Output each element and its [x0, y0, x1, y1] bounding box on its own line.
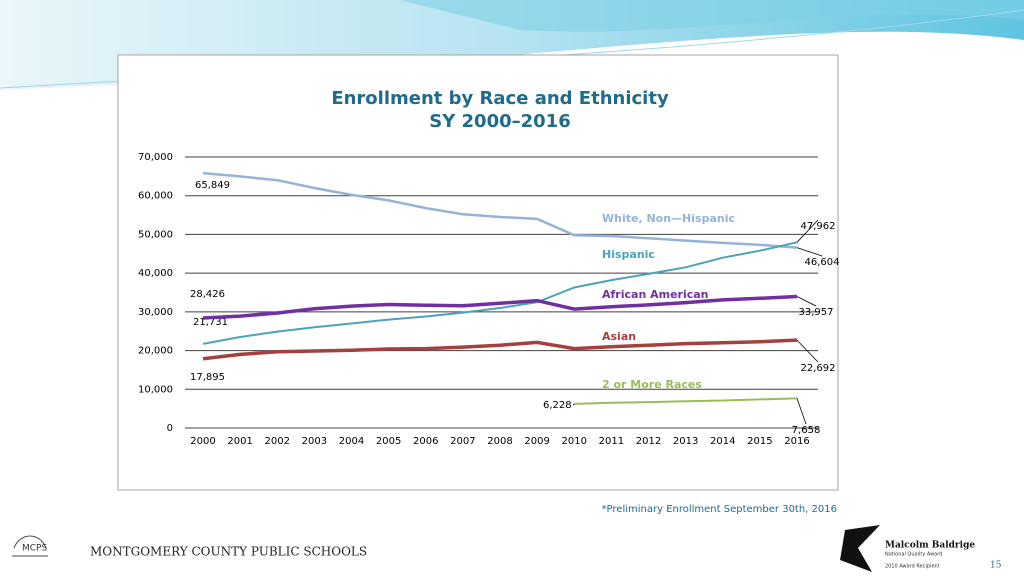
- y-tick-label: 20,000: [138, 346, 173, 357]
- y-tick-label: 60,000: [138, 191, 173, 202]
- series-label: White, Non—Hispanic: [602, 212, 735, 225]
- y-tick-label: 50,000: [138, 229, 173, 240]
- x-tick-label: 2002: [265, 436, 290, 447]
- leader-line: [796, 339, 819, 363]
- award-mark: [840, 525, 880, 572]
- x-tick-label: 2005: [376, 436, 401, 447]
- series-label: Hispanic: [602, 248, 655, 261]
- x-tick-label: 2004: [339, 436, 364, 447]
- award-subtitle: National Quality Award: [885, 552, 942, 558]
- x-tick-label: 2012: [636, 436, 661, 447]
- data-label: 7,658: [792, 425, 821, 436]
- x-tick-label: 2015: [747, 436, 772, 447]
- y-tick-label: 40,000: [138, 268, 173, 279]
- series-line: [574, 397, 798, 405]
- x-tick-label: 2014: [710, 436, 735, 447]
- y-tick-label: 10,000: [138, 384, 173, 395]
- logo-mark: [12, 535, 48, 557]
- leader-line: [796, 219, 819, 243]
- data-label: 28,426: [190, 289, 225, 300]
- series-line: [202, 241, 798, 345]
- data-label: 21,731: [193, 317, 228, 328]
- y-tick-label: 0: [167, 423, 173, 434]
- data-label: 47,962: [801, 221, 836, 232]
- organization: MONTGOMERY COUNTY PUBLIC SCHOOLS: [90, 545, 367, 559]
- x-tick-label: 2013: [673, 436, 698, 447]
- chart-frame: [117, 54, 839, 491]
- leader-line: [572, 403, 575, 406]
- leader-line: [796, 296, 817, 307]
- data-label: 65,849: [195, 180, 230, 191]
- series-line: [202, 338, 798, 361]
- x-tick-label: 2016: [784, 436, 809, 447]
- leader-line: [796, 398, 807, 425]
- data-label: 6,228: [543, 400, 572, 411]
- chart-title: Enrollment by Race and Ethnicity: [331, 88, 669, 109]
- x-tick-label: 2003: [302, 436, 327, 447]
- footnote: *Preliminary Enrollment September 30th, …: [602, 504, 837, 515]
- award-name: Malcolm Baldrige: [885, 541, 975, 551]
- data-label: 22,692: [801, 363, 836, 374]
- x-tick-label: 2011: [599, 436, 624, 447]
- data-label: 46,604: [805, 257, 840, 268]
- x-tick-label: 2006: [413, 436, 438, 447]
- chart-subtitle: SY 2000–2016: [429, 111, 570, 132]
- logo: MCPS: [22, 544, 47, 554]
- x-tick-label: 2000: [190, 436, 215, 447]
- y-tick-label: 30,000: [138, 307, 173, 318]
- header-wave: [400, 0, 1024, 32]
- series-line: [202, 294, 798, 320]
- y-tick-label: 70,000: [138, 152, 173, 163]
- data-label: 33,957: [799, 307, 834, 318]
- leader-line: [796, 247, 823, 257]
- x-tick-label: 2007: [450, 436, 475, 447]
- x-tick-label: 2008: [487, 436, 512, 447]
- x-tick-label: 2010: [562, 436, 587, 447]
- x-tick-label: 2009: [524, 436, 549, 447]
- series-label: Asian: [602, 330, 636, 343]
- data-label: 17,895: [190, 372, 225, 383]
- x-tick-label: 2001: [227, 436, 252, 447]
- page-number: 15: [990, 561, 1002, 571]
- series-line: [202, 171, 798, 249]
- series-label: African American: [602, 288, 709, 301]
- series-label: 2 or More Races: [602, 378, 702, 391]
- award-note: 2010 Award Recipient: [885, 564, 940, 570]
